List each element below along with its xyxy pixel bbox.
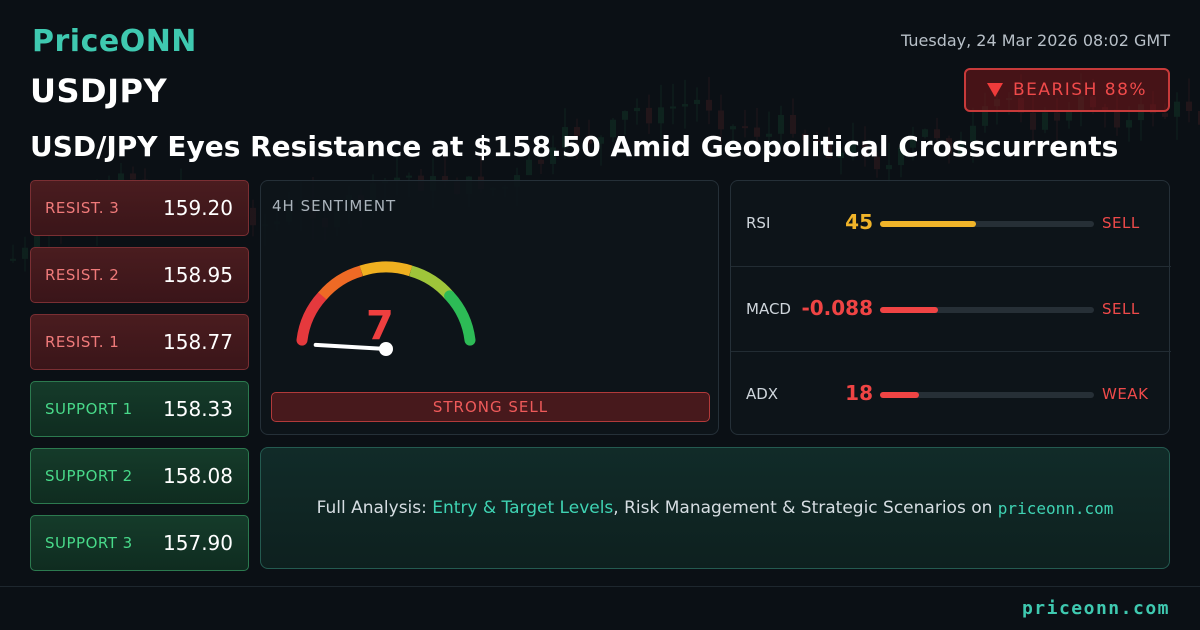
timestamp: Tuesday, 24 Mar 2026 08:02 GMT [901, 31, 1170, 50]
indicator-name: RSI [746, 214, 771, 232]
indicator-value: -0.088 [801, 296, 873, 320]
cta-prefix: Full Analysis: [316, 498, 433, 518]
headline: USD/JPY Eyes Resistance at $158.50 Amid … [30, 130, 1119, 163]
symbol-title: USDJPY [30, 72, 168, 110]
indicator-bar-fill [880, 221, 977, 227]
level-label: RESIST. 1 [45, 333, 120, 351]
indicator-bar-fill [880, 307, 938, 313]
level-support-2: SUPPORT 2 158.08 [30, 448, 249, 504]
indicator-signal: SELL [1102, 300, 1140, 318]
level-support-1: SUPPORT 1 158.33 [30, 381, 249, 437]
indicator-bar-fill [880, 392, 919, 398]
indicator-value: 45 [845, 210, 873, 234]
indicator-bar-track [880, 221, 1094, 227]
sentiment-verdict: STRONG SELL [271, 392, 710, 422]
brand-logo: PriceONN [32, 24, 197, 59]
indicator-row-macd: MACD -0.088 SELL [731, 266, 1171, 351]
indicator-bar-track [880, 307, 1094, 313]
gauge-needle [313, 342, 388, 351]
indicators-panel: RSI 45 SELL MACD -0.088 SELL ADX 18 WEAK [730, 180, 1171, 436]
gauge-arc-orange [318, 265, 363, 300]
sentiment-gauge [296, 261, 476, 356]
level-value: 158.33 [163, 397, 233, 421]
level-label: SUPPORT 1 [45, 400, 133, 418]
full-analysis-banner[interactable]: Full Analysis: Entry & Target Levels , R… [260, 447, 1170, 569]
indicator-bar-track [880, 392, 1094, 398]
gauge-arc-green [444, 290, 476, 346]
level-value: 159.20 [163, 196, 233, 220]
sentiment-title: 4H SENTIMENT [272, 197, 397, 215]
gauge-arc-red [296, 290, 328, 346]
indicator-name: ADX [746, 385, 779, 403]
bias-badge: BEARISH 88% [964, 68, 1170, 112]
level-support-3: SUPPORT 3 157.90 [30, 515, 249, 571]
level-value: 158.77 [163, 330, 233, 354]
indicator-name: MACD [746, 300, 791, 318]
level-value: 158.95 [163, 263, 233, 287]
gauge-hub [379, 342, 393, 356]
bias-label: BEARISH 88% [1012, 80, 1148, 100]
level-label: RESIST. 3 [45, 199, 120, 217]
level-value: 158.08 [163, 464, 233, 488]
gauge-arc-lime [409, 265, 454, 300]
level-resist-2: RESIST. 2 158.95 [30, 247, 249, 303]
level-value: 157.90 [163, 531, 233, 555]
footer-site-link[interactable]: priceonn.com [1021, 598, 1170, 619]
indicator-signal: WEAK [1102, 385, 1149, 403]
level-resist-3: RESIST. 3 159.20 [30, 180, 249, 236]
level-label: RESIST. 2 [45, 266, 120, 284]
indicator-signal: SELL [1102, 214, 1140, 232]
cta-highlight: Entry & Target Levels [432, 498, 614, 518]
level-resist-1: RESIST. 1 158.77 [30, 314, 249, 370]
sentiment-score: 7 [366, 303, 394, 349]
footer-divider [0, 586, 1200, 587]
indicator-row-adx: ADX 18 WEAK [731, 351, 1171, 436]
indicator-row-rsi: RSI 45 SELL [731, 181, 1171, 266]
sentiment-panel: 4H SENTIMENT 7 STRONG SELL [260, 180, 719, 435]
indicator-value: 18 [845, 381, 873, 405]
down-triangle-icon [986, 83, 1003, 97]
cta-middle: , Risk Management & Strategic Scenarios … [613, 498, 998, 518]
level-label: SUPPORT 3 [45, 534, 133, 552]
cta-site-link[interactable]: priceonn.com [997, 498, 1114, 518]
gauge-arc-yellow [359, 261, 413, 277]
price-levels: RESIST. 3 159.20 RESIST. 2 158.95 RESIST… [30, 180, 249, 582]
level-label: SUPPORT 2 [45, 467, 133, 485]
